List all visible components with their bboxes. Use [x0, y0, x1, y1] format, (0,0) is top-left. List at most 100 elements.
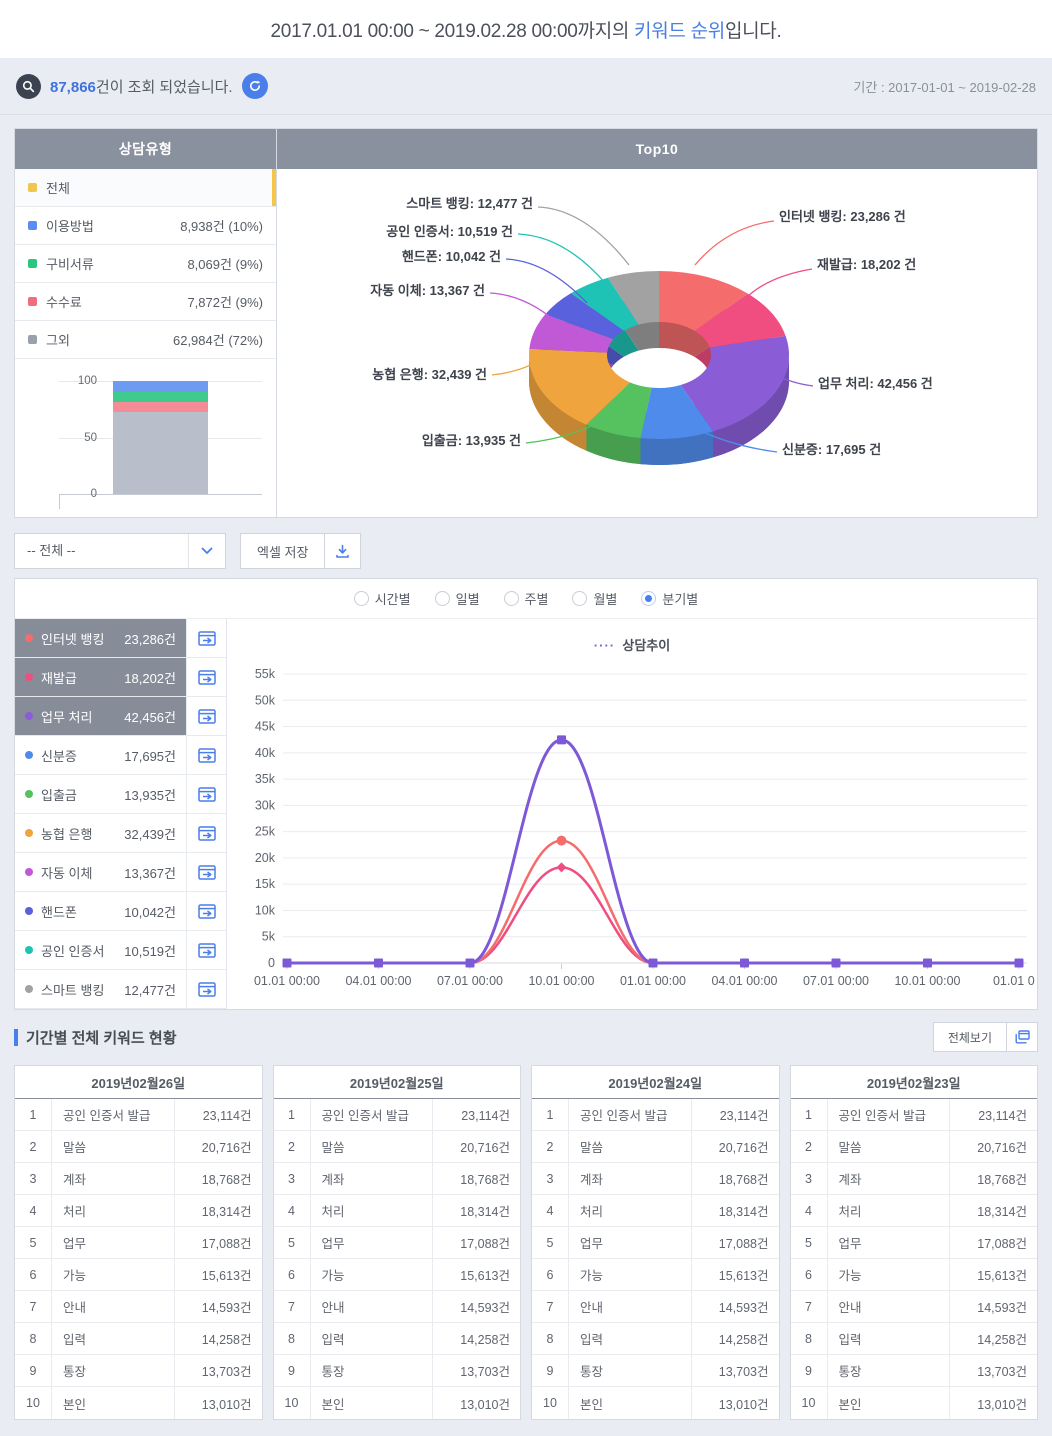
legend-color-dot [25, 634, 33, 642]
summary-row: 상담유형 전체 이용방법 8,938건 (10%) 구비서류 8,069건 (9… [14, 128, 1038, 518]
keyword-rank: 6 [532, 1259, 569, 1290]
legend-label: 스마트 뱅킹 [41, 982, 105, 998]
legend-label: 공인 인증서 [41, 943, 105, 959]
keyword-rank: 9 [532, 1355, 569, 1386]
keyword-rank: 8 [791, 1323, 828, 1354]
legend-export-icon[interactable] [186, 931, 226, 969]
category-value: 8,069건 (9%) [187, 257, 263, 272]
legend-export-icon[interactable] [186, 658, 226, 696]
legend-export-icon[interactable] [186, 892, 226, 930]
legend-row-농협 은행[interactable]: 농협 은행 32,439건 [15, 814, 226, 853]
keyword-rank: 5 [15, 1227, 52, 1258]
legend-count: 13,935건 [124, 787, 176, 803]
top10-donut-chart[interactable]: 인터넷 뱅킹: 23,286 건 재발급: 18,202 건 업무 처리: 42,4… [277, 169, 1036, 518]
category-label: 전체 [46, 181, 70, 196]
download-icon[interactable] [325, 533, 362, 569]
legend-export-icon[interactable] [186, 814, 226, 852]
keyword-text: 업무 [63, 1237, 87, 1251]
legend-row-업무 처리[interactable]: 업무 처리 42,456건 [15, 697, 226, 736]
keyword-rank: 4 [532, 1195, 569, 1226]
table-row: 2 말씀 20,716건 [790, 1131, 1037, 1163]
legend-label: 자동 이체 [41, 865, 93, 881]
donut-label-신분증: 신분증: 17,695 건 [782, 442, 882, 457]
radio-시간별[interactable]: 시간별 [353, 589, 411, 608]
category-label: 그외 [46, 333, 70, 348]
trend-line-chart[interactable]: ···· 상담추이 0 5k 10k 15k 20k 25k 30k 35k 40k 45k 50k… [227, 619, 1045, 1009]
legend-color-dot [25, 868, 33, 876]
keyword-count: 15,613건 [173, 1259, 262, 1290]
legend-label: 입출금 [41, 787, 77, 803]
keyword-count: 20,716건 [173, 1131, 262, 1162]
keyword-text: 가능 [63, 1269, 87, 1283]
category-dropdown[interactable]: -- 전체 -- [14, 533, 226, 569]
radio-분기별[interactable]: 분기별 [641, 589, 698, 608]
legend-count: 32,439건 [124, 826, 176, 842]
radio-label: 주별 [524, 592, 549, 607]
keyword-text: 공인 인증서 발급 [321, 1109, 409, 1123]
keyword-rank: 5 [791, 1227, 828, 1258]
legend-row-신분증[interactable]: 신분증 17,695건 [15, 736, 226, 775]
category-list: 전체 이용방법 8,938건 (10%) 구비서류 8,069건 (9%) 수수… [15, 169, 276, 359]
keyword-text: 처리 [580, 1205, 604, 1219]
keyword-rank: 5 [532, 1227, 569, 1258]
svg-text:10k: 10k [255, 903, 276, 917]
table-row: 10 본인 13,010건 [532, 1387, 779, 1419]
legend-row-인터넷 뱅킹[interactable]: 인터넷 뱅킹 23,286건 [15, 619, 226, 658]
table-row: 3 계좌 18,768건 [790, 1163, 1037, 1195]
legend-label: 핸드폰 [41, 904, 77, 920]
keyword-rank: 8 [15, 1323, 52, 1354]
radio-월별[interactable]: 월별 [572, 589, 617, 608]
radio-일별[interactable]: 일별 [434, 589, 480, 608]
legend-row-자동 이체[interactable]: 자동 이체 13,367건 [15, 853, 226, 892]
keyword-rank: 1 [15, 1099, 52, 1130]
keyword-rank: 2 [791, 1131, 828, 1162]
keyword-count: 23,114건 [173, 1099, 262, 1130]
keyword-text: 처리 [321, 1205, 345, 1219]
radio-주별[interactable]: 주별 [503, 589, 549, 608]
donut-label-업무 처리: 업무 처리: 42,456 건 [818, 376, 933, 391]
keyword-count: 18,314건 [432, 1195, 520, 1226]
table-row: 10 본인 13,010건 [274, 1387, 521, 1419]
keyword-count: 23,114건 [690, 1099, 779, 1130]
legend-export-icon[interactable] [186, 736, 226, 774]
table-row: 7 안내 14,593건 [790, 1291, 1037, 1323]
refresh-button[interactable] [241, 73, 268, 99]
keyword-text: 공인 인증서 발급 [580, 1109, 668, 1123]
legend-row-재발급[interactable]: 재발급 18,202건 [15, 658, 226, 697]
stacked-bar[interactable] [113, 381, 208, 494]
excel-save-button[interactable]: 엑셀 저장 [240, 533, 326, 569]
controls-row: -- 전체 -- 엑셀 저장 [14, 533, 1038, 569]
legend-export-icon[interactable] [186, 775, 226, 813]
legend-export-icon[interactable] [186, 697, 226, 735]
category-value: 7,872건 (9%) [187, 295, 263, 310]
bar-ytick-0: 0 [90, 488, 97, 500]
legend-row-공인 인증서[interactable]: 공인 인증서 10,519건 [15, 931, 226, 970]
category-stacked-bar-chart[interactable]: 100 50 0 [15, 359, 276, 515]
windows-icon[interactable] [1007, 1022, 1038, 1052]
category-row-1[interactable]: 이용방법 8,938건 (10%) [15, 207, 276, 245]
keyword-rank: 9 [15, 1355, 52, 1386]
category-row-4[interactable]: 그외 62,984건 (72%) [15, 321, 276, 359]
legend-export-icon[interactable] [186, 619, 226, 657]
category-row-0[interactable]: 전체 [15, 169, 276, 207]
category-panel-title: 상담유형 [15, 129, 276, 169]
donut-label-자동 이체: 자동 이체: 13,367 건 [370, 283, 485, 298]
legend-export-icon[interactable] [186, 970, 226, 1008]
keyword-count: 14,593건 [690, 1291, 779, 1322]
keyword-count: 13,010건 [173, 1387, 262, 1419]
keyword-count: 14,258건 [432, 1323, 520, 1354]
category-row-3[interactable]: 수수료 7,872건 (9%) [15, 283, 276, 321]
section-title: 기간별 전체 키워드 현황 [14, 1027, 177, 1048]
legend-row-입출금[interactable]: 입출금 13,935건 [15, 775, 226, 814]
keyword-count: 23,114건 [432, 1099, 520, 1130]
table-row: 3 계좌 18,768건 [15, 1163, 262, 1195]
legend-export-icon[interactable] [186, 853, 226, 891]
category-value: 62,984건 (72%) [172, 333, 263, 348]
view-all-button[interactable]: 전체보기 [932, 1022, 1007, 1052]
page-title-accent: 키워드 순위 [634, 20, 725, 42]
legend-color-dot [25, 985, 33, 993]
category-value: 8,938건 (10%) [180, 219, 263, 234]
legend-row-핸드폰[interactable]: 핸드폰 10,042건 [15, 892, 226, 931]
legend-row-스마트 뱅킹[interactable]: 스마트 뱅킹 12,477건 [15, 970, 226, 1009]
category-row-2[interactable]: 구비서류 8,069건 (9%) [15, 245, 276, 283]
